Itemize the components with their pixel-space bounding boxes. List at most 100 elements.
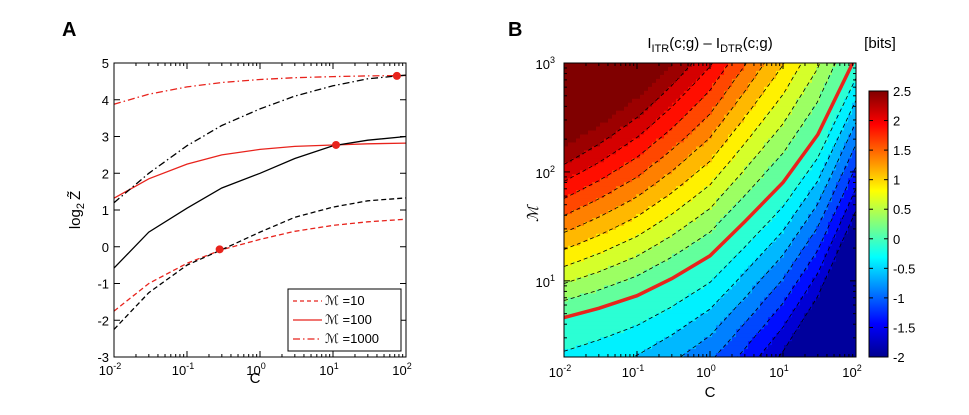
heatmap-cell (816, 269, 821, 275)
heatmap-cell (632, 150, 637, 155)
heatmap-cell (736, 317, 741, 322)
heatmap-cell (564, 281, 569, 287)
heatmap-cell (656, 154, 661, 159)
heatmap-cell (664, 309, 669, 314)
heatmap-cell (660, 345, 665, 350)
heatmap-cell (576, 74, 581, 80)
heatmap-cell (680, 225, 685, 231)
heatmap-cell (772, 90, 777, 96)
heatmap-cell (676, 245, 681, 251)
heatmap-cell (660, 313, 665, 318)
heatmap-cell (764, 66, 769, 72)
heatmap-cell (740, 138, 745, 144)
panel-a-xlabel: C (250, 370, 261, 387)
heatmap-cell (656, 134, 661, 140)
heatmap-cell (660, 321, 665, 326)
heatmap-cell (624, 333, 629, 338)
heatmap-cell (772, 325, 777, 330)
heatmap-cell (692, 138, 697, 144)
heatmap-cell (628, 337, 633, 342)
heatmap-cell (724, 285, 729, 291)
heatmap-cell (632, 126, 637, 132)
heatmap-cell (728, 70, 733, 76)
heatmap-cell (776, 174, 781, 179)
heatmap-cell (620, 178, 625, 183)
heatmap-cell (680, 257, 685, 263)
heatmap-cell (696, 158, 701, 163)
heatmap-cell (728, 158, 733, 163)
heatmap-cell (660, 289, 665, 295)
heatmap-cell (812, 221, 817, 227)
heatmap-cell (688, 138, 693, 144)
heatmap-cell (756, 289, 761, 295)
heatmap-cell (688, 321, 693, 326)
heatmap-cell (628, 82, 633, 88)
heatmap-cell (824, 122, 829, 128)
heatmap-cell (808, 98, 813, 104)
heatmap-cell (644, 293, 649, 298)
heatmap-cell (660, 114, 665, 120)
heatmap-cell (732, 86, 737, 92)
heatmap-cell (816, 265, 821, 271)
heatmap-cell (588, 257, 593, 263)
heatmap-cell (632, 114, 637, 120)
heatmap-cell (576, 70, 581, 76)
heatmap-cell (756, 66, 761, 72)
heatmap-cell (728, 293, 733, 298)
heatmap-cell (724, 321, 729, 326)
heatmap-cell (780, 353, 785, 357)
heatmap-cell (788, 70, 793, 76)
heatmap-cell (812, 98, 817, 104)
heatmap-cell (712, 293, 717, 298)
heatmap-cell (736, 213, 741, 219)
heatmap-cell (612, 249, 617, 255)
heatmap-cell (732, 94, 737, 100)
heatmap-cell (744, 146, 749, 151)
heatmap-cell (616, 63, 621, 68)
heatmap-cell (764, 210, 769, 215)
heatmap-cell (604, 241, 609, 247)
heatmap-cell (736, 122, 741, 128)
heatmap-cell (592, 142, 597, 148)
heatmap-cell (636, 229, 641, 235)
heatmap-cell (644, 86, 649, 92)
heatmap-cell (712, 78, 717, 84)
heatmap-cell (636, 249, 641, 255)
heatmap-cell (616, 273, 621, 279)
heatmap-cell (668, 253, 673, 259)
heatmap-cell (772, 178, 777, 183)
heatmap-cell (588, 241, 593, 247)
heatmap-cell (816, 170, 821, 175)
heatmap-cell (752, 202, 757, 207)
heatmap-cell (732, 221, 737, 227)
heatmap-cell (784, 329, 789, 334)
heatmap-cell (712, 110, 717, 116)
heatmap-cell (720, 90, 725, 96)
heatmap-cell (772, 333, 777, 338)
heatmap-cell (612, 269, 617, 275)
heatmap-cell (808, 241, 813, 247)
panel-a-ytick-label: 0 (102, 240, 109, 255)
heatmap-cell (780, 86, 785, 92)
heatmap-cell (644, 329, 649, 334)
heatmap-cell (656, 233, 661, 239)
heatmap-cell (564, 225, 569, 231)
heatmap-cell (692, 66, 697, 72)
heatmap-cell (584, 289, 589, 295)
heatmap-cell (724, 94, 729, 100)
heatmap-cell (796, 110, 801, 116)
heatmap-cell (644, 301, 649, 306)
heatmap-cell (644, 237, 649, 243)
heatmap-cell (564, 134, 569, 140)
heatmap-cell (660, 134, 665, 140)
heatmap-cell (732, 134, 737, 140)
heatmap-cell (636, 66, 641, 72)
heatmap-cell (628, 206, 633, 211)
heatmap-cell (792, 305, 797, 310)
heatmap-cell (632, 281, 637, 287)
heatmap-cell (796, 265, 801, 271)
heatmap-cell (592, 66, 597, 72)
heatmap-cell (648, 162, 653, 167)
heatmap-cell (712, 317, 717, 322)
heatmap-cell (588, 206, 593, 211)
